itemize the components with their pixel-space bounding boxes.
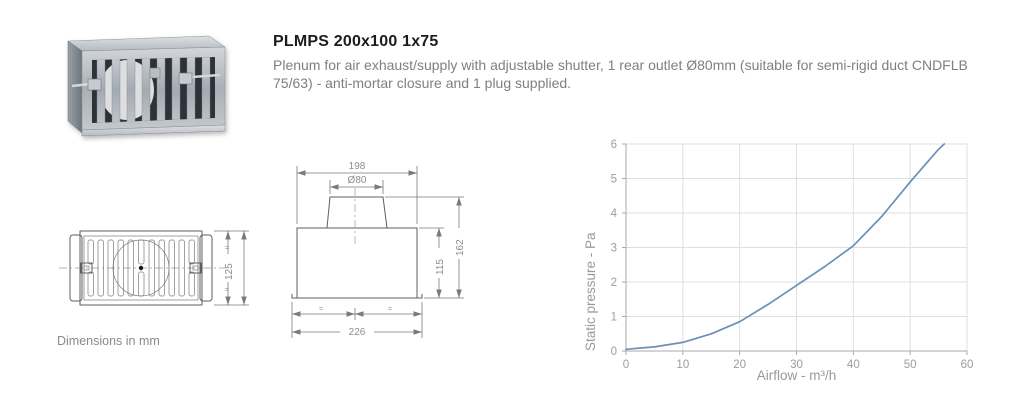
total-height-dim-label: 162 xyxy=(455,239,466,256)
box-left-face xyxy=(67,40,83,134)
clip-handles-photo xyxy=(71,67,221,91)
svg-text:=: = xyxy=(319,306,323,313)
svg-text:10: 10 xyxy=(676,359,689,371)
svg-text:=: = xyxy=(225,287,229,294)
dimension-d80: Ø80 xyxy=(329,175,384,194)
body-height-dim-label: 115 xyxy=(435,259,446,275)
side-clips xyxy=(80,262,202,274)
svg-text:0: 0 xyxy=(623,359,629,371)
plenum-box-photo xyxy=(67,35,226,137)
chart-y-axis-label: Static pressure - Pa xyxy=(583,232,598,351)
airflow-pressure-chart: 0 10 20 30 40 50 60 0 1 2 3 4 5 6 Static pressure - P… xyxy=(575,128,995,396)
svg-text:40: 40 xyxy=(847,359,860,371)
product-photo xyxy=(67,35,226,137)
outlet-stub xyxy=(326,196,388,229)
svg-text:1: 1 xyxy=(611,312,617,324)
svg-text:60: 60 xyxy=(961,359,974,371)
svg-text:3: 3 xyxy=(611,243,617,255)
outlet-diameter-dim-label: Ø80 xyxy=(348,175,367,186)
center-pivot-dot xyxy=(138,265,144,271)
svg-text:4: 4 xyxy=(611,208,618,220)
svg-text:30: 30 xyxy=(790,359,803,371)
svg-text:50: 50 xyxy=(904,359,917,371)
product-description: Plenum for air exhaust/supply with adjus… xyxy=(273,57,968,92)
dimension-125: = = 125 xyxy=(214,230,249,306)
front-view-drawing: = = 125 xyxy=(59,230,249,306)
box-bottom-strip xyxy=(81,124,226,137)
front-view-body xyxy=(69,230,213,306)
chart-x-axis-label: Airflow - m³/h xyxy=(756,368,837,383)
svg-text:5: 5 xyxy=(611,174,617,186)
dimension-162: 162 xyxy=(385,196,466,299)
dimension-226: 226 xyxy=(292,327,422,338)
side-view-drawing: 198 Ø80 162 115 = xyxy=(291,161,466,338)
product-header: PLMPS 200x100 1x75 Plenum for air exhaus… xyxy=(273,33,973,93)
svg-text:=: = xyxy=(388,306,392,313)
top-width-dim-label: 198 xyxy=(349,161,366,172)
svg-text:2: 2 xyxy=(611,277,617,289)
svg-text:6: 6 xyxy=(611,139,617,151)
svg-text:20: 20 xyxy=(733,359,746,371)
side-view-body xyxy=(291,188,423,299)
front-height-dim-label: 125 xyxy=(224,263,235,280)
equal-spacing-dim: = = xyxy=(291,302,423,338)
svg-text:0: 0 xyxy=(611,346,617,358)
product-title: PLMPS 200x100 1x75 xyxy=(273,33,439,50)
dimensions-note: Dimensions in mm xyxy=(57,334,160,348)
chart-plot: 0 10 20 30 40 50 60 0 1 2 3 4 5 6 xyxy=(611,139,974,371)
bottom-width-dim-label: 226 xyxy=(349,327,366,338)
dimension-198: 198 xyxy=(296,161,418,224)
grille-slats xyxy=(87,239,195,297)
svg-text:=: = xyxy=(225,245,229,252)
dimension-115: 115 xyxy=(419,227,446,298)
